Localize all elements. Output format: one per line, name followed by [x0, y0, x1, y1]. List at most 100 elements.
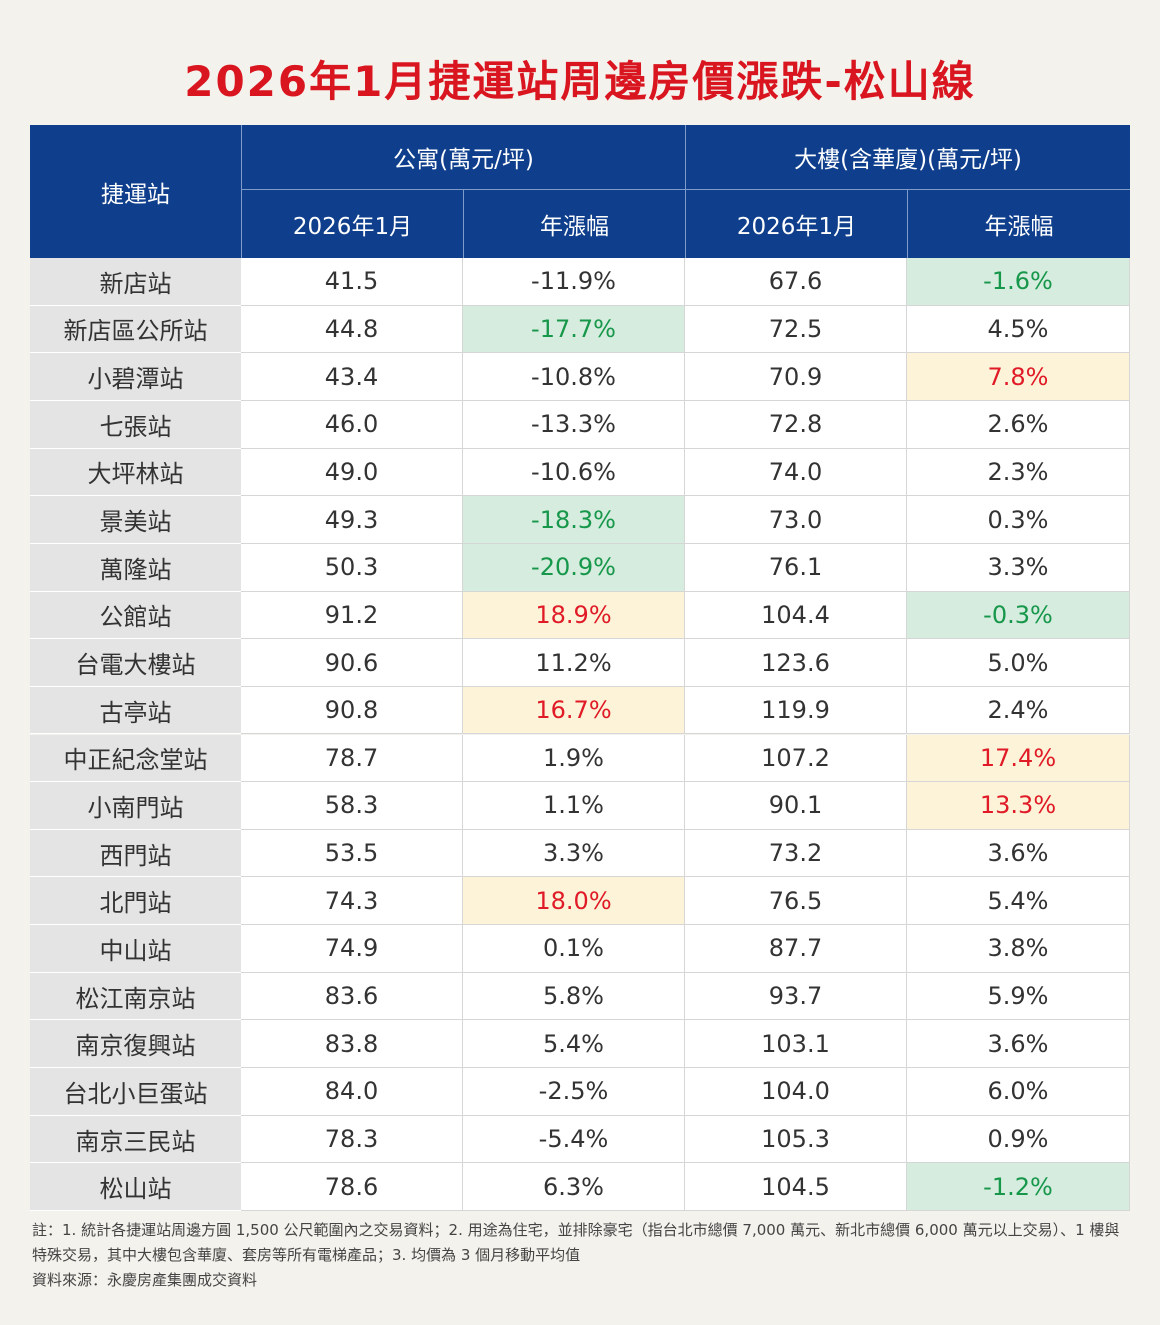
- value-cell: 76.1: [685, 543, 907, 592]
- header-cell: 2026年1月: [241, 190, 463, 258]
- value-cell: 41.5: [241, 258, 463, 306]
- value-cell: 84.0: [241, 1068, 463, 1116]
- value-cell: -11.9%: [463, 258, 685, 306]
- value-cell: 73.0: [685, 496, 907, 544]
- station-cell: 景美站: [30, 496, 241, 544]
- station-cell: 中山站: [30, 925, 241, 973]
- station-cell: 公館站: [30, 591, 241, 640]
- value-cell: 2.6%: [907, 400, 1130, 449]
- value-cell: 103.1: [685, 1020, 907, 1069]
- value-cell: -5.4%: [463, 1115, 685, 1164]
- value-cell: 83.6: [241, 972, 463, 1021]
- station-cell: 小碧潭站: [30, 353, 241, 401]
- value-cell: 5.0%: [907, 639, 1130, 687]
- value-cell: 74.9: [241, 925, 463, 973]
- value-cell: -1.2%: [907, 1163, 1130, 1211]
- value-cell: 43.4: [241, 353, 463, 401]
- value-cell: 46.0: [241, 400, 463, 449]
- notes: 註：1. 統計各捷運站周邊方圓 1,500 公尺範圍內之交易資料；2. 用途為住…: [32, 1218, 1132, 1293]
- value-cell: 91.2: [241, 591, 463, 640]
- value-cell: 5.9%: [907, 972, 1130, 1021]
- header-cell: 年漲幅: [907, 190, 1130, 258]
- value-cell: 16.7%: [463, 686, 685, 735]
- value-cell: 93.7: [685, 972, 907, 1021]
- value-cell: 11.2%: [463, 639, 685, 687]
- value-cell: -10.8%: [463, 353, 685, 401]
- value-cell: 5.4%: [907, 877, 1130, 926]
- value-cell: 76.5: [685, 877, 907, 926]
- value-cell: 7.8%: [907, 353, 1130, 401]
- value-cell: -18.3%: [463, 496, 685, 544]
- value-cell: 0.1%: [463, 925, 685, 973]
- station-cell: 中正紀念堂站: [30, 734, 241, 783]
- header-cell: 捷運站: [30, 125, 241, 258]
- value-cell: 3.6%: [907, 829, 1130, 878]
- value-cell: 73.2: [685, 829, 907, 878]
- value-cell: 0.9%: [907, 1115, 1130, 1164]
- value-cell: 18.0%: [463, 877, 685, 926]
- source: 資料來源：永慶房產集團成交資料: [32, 1271, 258, 1289]
- header-cell: 公寓(萬元/坪): [241, 125, 685, 190]
- value-cell: -1.6%: [907, 258, 1130, 306]
- value-cell: 107.2: [685, 734, 907, 783]
- value-cell: 74.0: [685, 448, 907, 497]
- value-cell: 58.3: [241, 782, 463, 830]
- value-cell: 67.6: [685, 258, 907, 306]
- value-cell: 49.0: [241, 448, 463, 497]
- value-cell: 4.5%: [907, 305, 1130, 354]
- value-cell: 2.4%: [907, 686, 1130, 735]
- value-cell: 83.8: [241, 1020, 463, 1069]
- value-cell: 105.3: [685, 1115, 907, 1164]
- value-cell: 78.6: [241, 1163, 463, 1211]
- value-cell: 90.6: [241, 639, 463, 687]
- station-cell: 大坪林站: [30, 448, 241, 497]
- value-cell: 104.5: [685, 1163, 907, 1211]
- station-cell: 七張站: [30, 400, 241, 449]
- value-cell: 74.3: [241, 877, 463, 926]
- value-cell: 90.8: [241, 686, 463, 735]
- value-cell: 3.8%: [907, 925, 1130, 973]
- station-cell: 古亭站: [30, 686, 241, 735]
- value-cell: -17.7%: [463, 305, 685, 354]
- value-cell: -20.9%: [463, 543, 685, 592]
- value-cell: 6.3%: [463, 1163, 685, 1211]
- value-cell: 49.3: [241, 496, 463, 544]
- value-cell: 3.3%: [907, 543, 1130, 592]
- value-cell: 6.0%: [907, 1068, 1130, 1116]
- value-cell: 17.4%: [907, 734, 1130, 783]
- value-cell: 18.9%: [463, 591, 685, 640]
- value-cell: 13.3%: [907, 782, 1130, 830]
- station-cell: 台北小巨蛋站: [30, 1068, 241, 1116]
- station-cell: 西門站: [30, 829, 241, 878]
- value-cell: 123.6: [685, 639, 907, 687]
- station-cell: 松江南京站: [30, 972, 241, 1021]
- value-cell: 78.3: [241, 1115, 463, 1164]
- value-cell: 119.9: [685, 686, 907, 735]
- header-cell: 2026年1月: [685, 190, 907, 258]
- value-cell: 50.3: [241, 543, 463, 592]
- value-cell: -13.3%: [463, 400, 685, 449]
- value-cell: 70.9: [685, 353, 907, 401]
- value-cell: 87.7: [685, 925, 907, 973]
- value-cell: -10.6%: [463, 448, 685, 497]
- header-cell: 大樓(含華廈)(萬元/坪): [685, 125, 1130, 190]
- station-cell: 北門站: [30, 877, 241, 926]
- station-cell: 南京三民站: [30, 1115, 241, 1164]
- value-cell: 0.3%: [907, 496, 1130, 544]
- header-cell: 年漲幅: [463, 190, 685, 258]
- value-cell: -2.5%: [463, 1068, 685, 1116]
- note: 註：1. 統計各捷運站周邊方圓 1,500 公尺範圍內之交易資料；2. 用途為住…: [32, 1221, 1120, 1264]
- value-cell: 2.3%: [907, 448, 1130, 497]
- value-cell: 78.7: [241, 734, 463, 783]
- value-cell: 104.0: [685, 1068, 907, 1116]
- station-cell: 新店區公所站: [30, 305, 241, 354]
- value-cell: 5.4%: [463, 1020, 685, 1069]
- value-cell: 3.6%: [907, 1020, 1130, 1069]
- value-cell: 3.3%: [463, 829, 685, 878]
- value-cell: 72.5: [685, 305, 907, 354]
- title: 2026年1月捷運站周邊房價漲跌-松山線: [184, 57, 976, 106]
- value-cell: 1.1%: [463, 782, 685, 830]
- value-cell: 53.5: [241, 829, 463, 878]
- value-cell: 5.8%: [463, 972, 685, 1021]
